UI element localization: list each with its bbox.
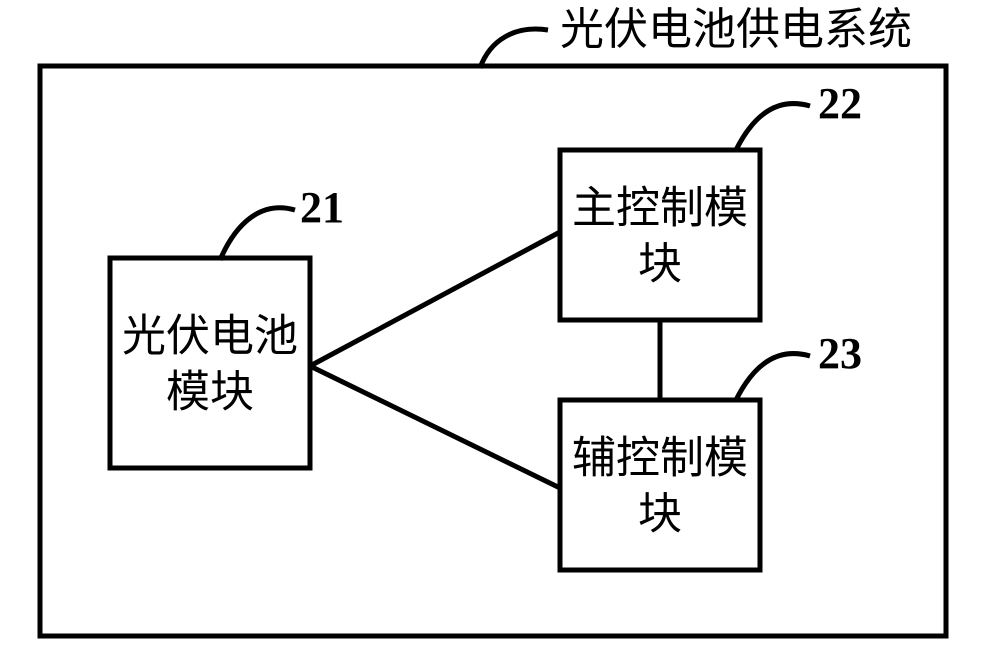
- aux-ctrl-label-line: 辅控制模: [572, 433, 748, 482]
- main-ctrl-label-line: 块: [638, 239, 682, 288]
- aux-ctrl-callout-number: 23: [818, 329, 862, 378]
- diagram-title: 光伏电池供电系统: [560, 5, 912, 54]
- pv-label-line: 光伏电池: [122, 311, 298, 360]
- boxes-group: 光伏电池模块21主控制模块22辅控制模块23: [110, 79, 862, 570]
- title-callout-curve: [480, 29, 548, 68]
- pv-label-line: 模块: [166, 367, 254, 416]
- pv-callout-number: 21: [300, 183, 344, 232]
- pv-callout-curve: [220, 208, 295, 260]
- pv-box: [110, 258, 310, 468]
- main-ctrl-callout-number: 22: [818, 79, 862, 128]
- aux-ctrl-label-line: 块: [638, 489, 682, 538]
- main-ctrl-box: [560, 150, 760, 320]
- edge-line: [310, 232, 560, 366]
- main-ctrl-label-line: 主控制模: [572, 183, 748, 232]
- aux-ctrl-callout-curve: [736, 354, 810, 400]
- aux-ctrl-box: [560, 400, 760, 570]
- edge-line: [310, 366, 560, 488]
- diagram-canvas: 光伏电池供电系统 光伏电池模块21主控制模块22辅控制模块23: [0, 0, 1000, 660]
- main-ctrl-callout-curve: [736, 104, 810, 150]
